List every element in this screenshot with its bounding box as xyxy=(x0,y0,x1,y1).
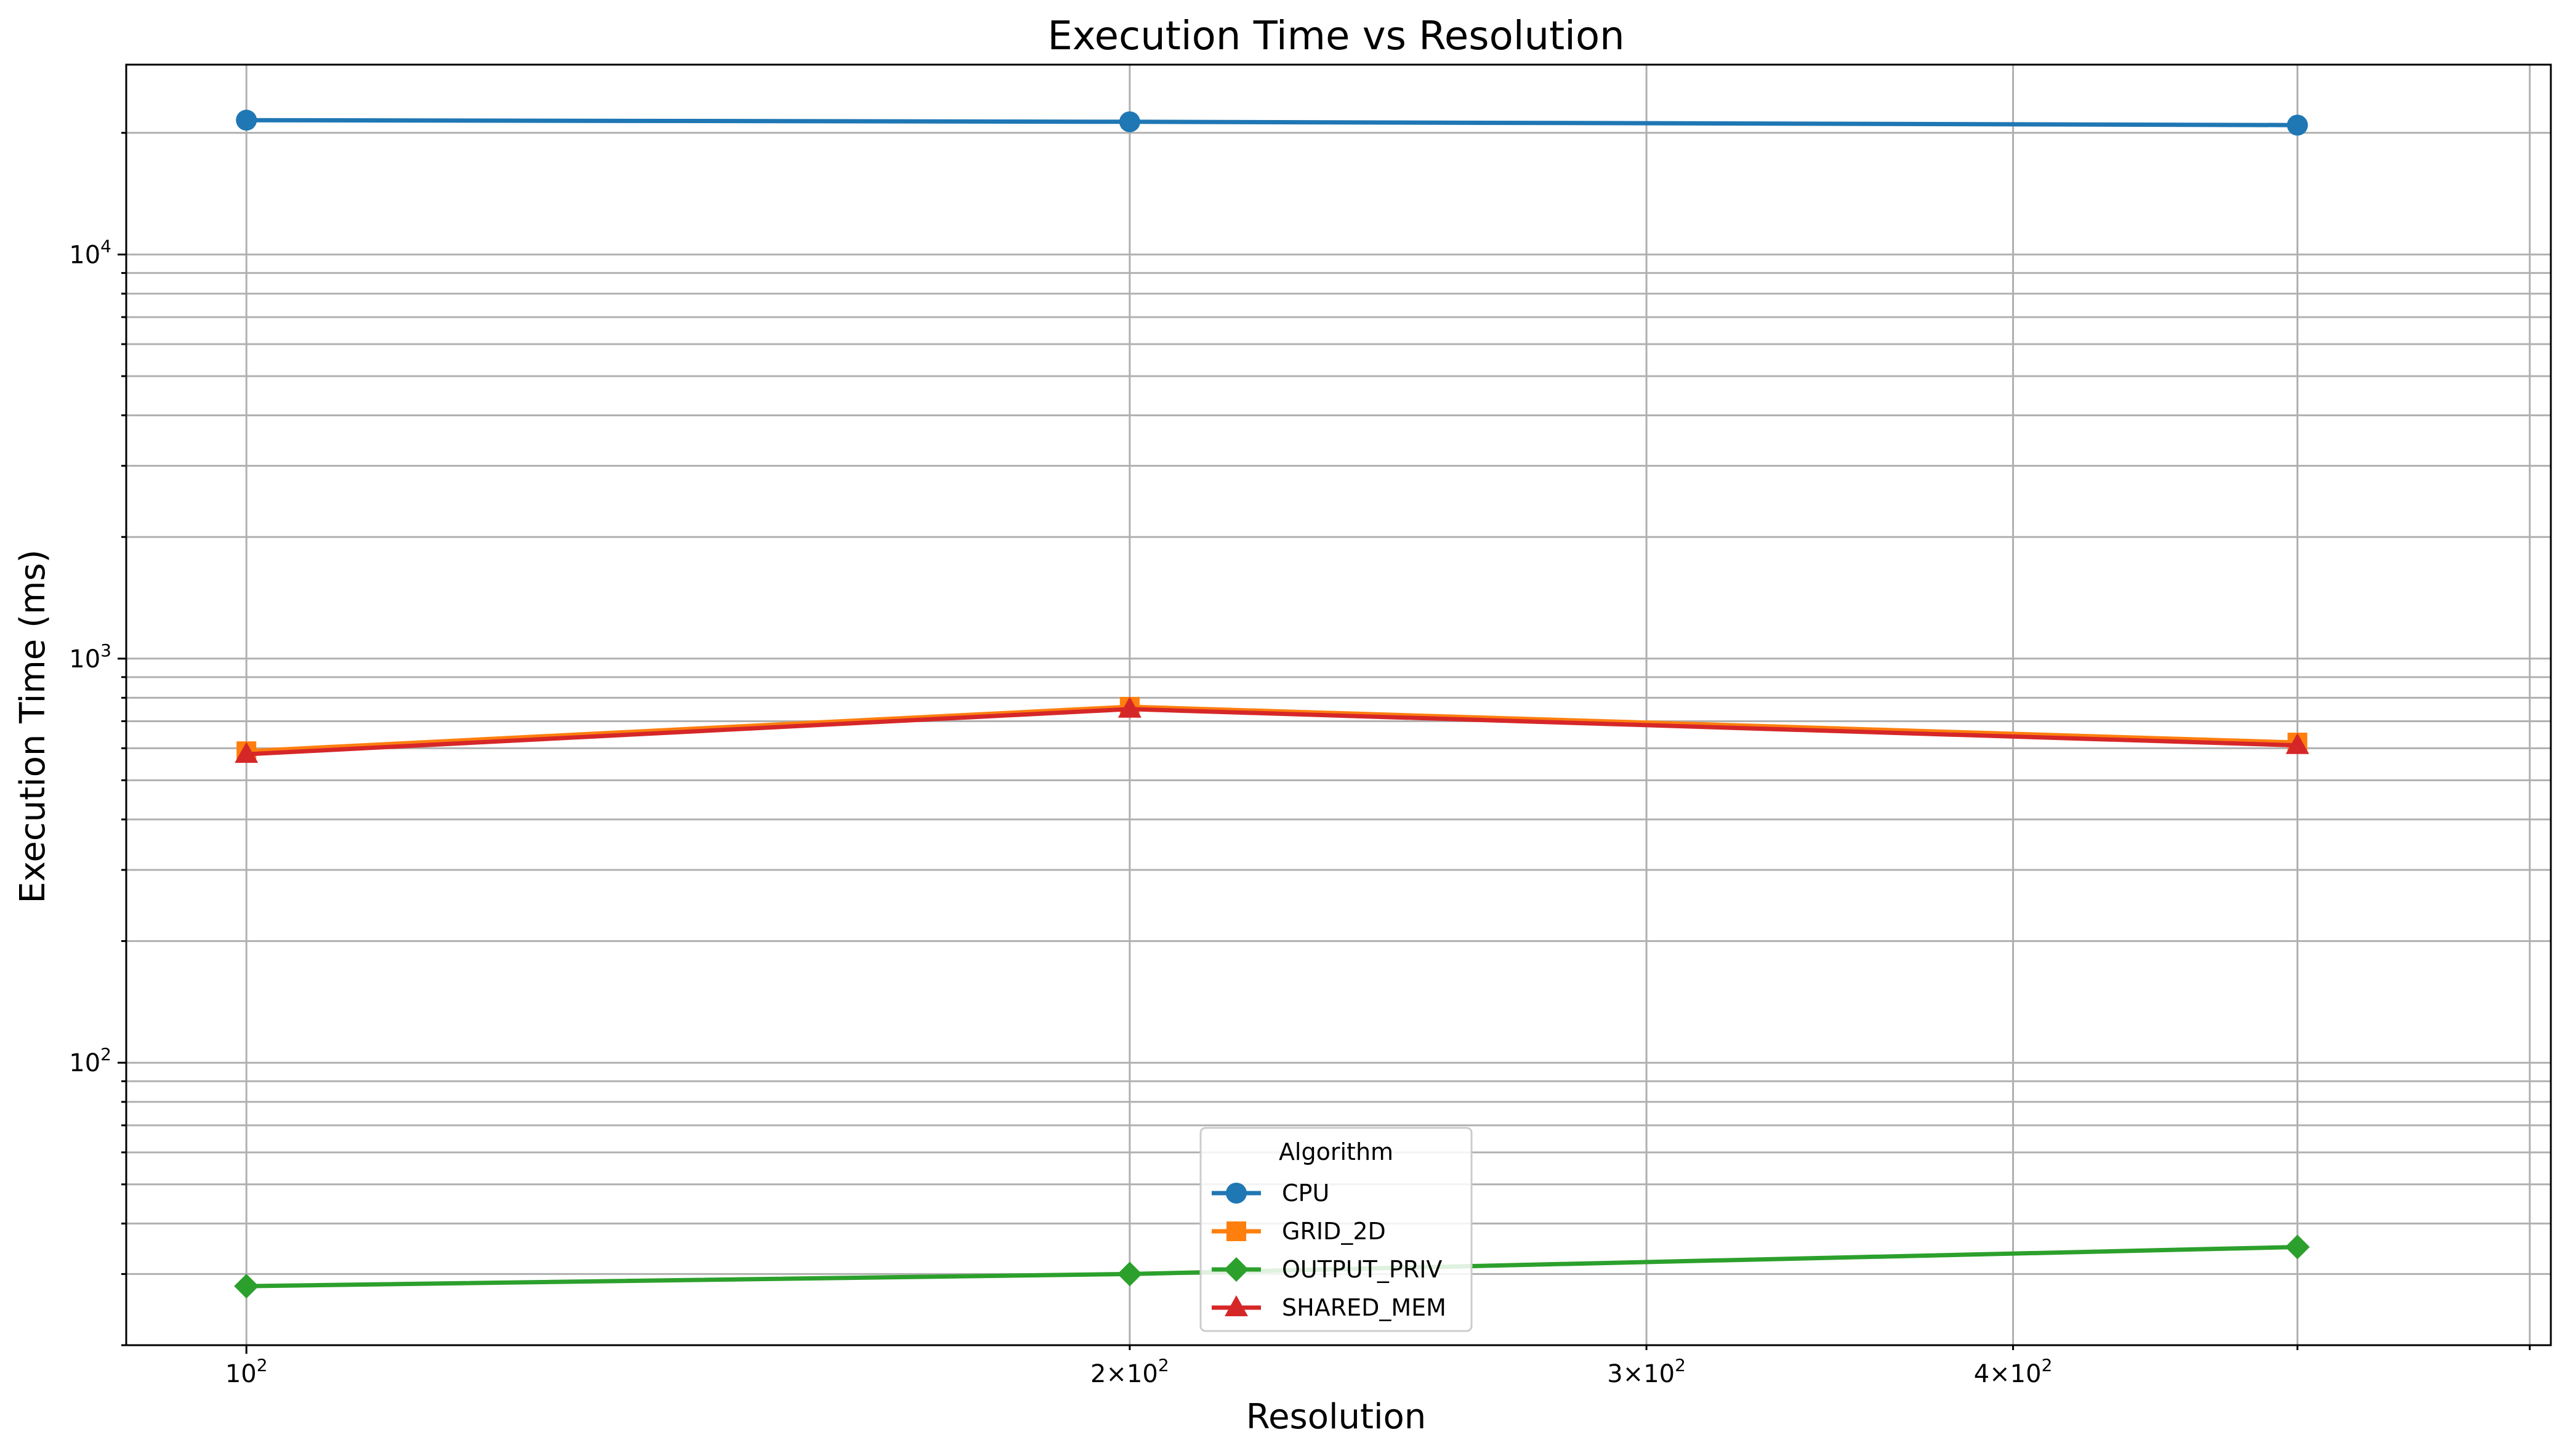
series-output-priv xyxy=(234,1234,2310,1299)
legend-label: OUTPUT_PRIV xyxy=(1282,1256,1442,1283)
y-axis-label: Execution Time (ms) xyxy=(13,550,53,904)
x-tick-label: 3×102 xyxy=(1607,1355,1686,1388)
y-tick-label: 102 xyxy=(69,1044,111,1077)
data-point xyxy=(234,1274,259,1299)
y-tick-label: 104 xyxy=(69,236,111,269)
data-point xyxy=(2285,733,2309,754)
legend-entry: CPU xyxy=(1212,1180,1329,1207)
legend: Algorithm CPU GRID_2D OUTPUT_PRIV SHARED_ME… xyxy=(1199,1127,1473,1332)
y-tick-label: 103 xyxy=(69,640,111,674)
data-point xyxy=(1225,1295,1248,1316)
chart-title: Execution Time vs Resolution xyxy=(1047,14,1624,59)
legend-entry: SHARED_MEM xyxy=(1212,1294,1446,1321)
legend-entry: GRID_2D xyxy=(1212,1218,1386,1245)
legend-label: CPU xyxy=(1282,1180,1329,1207)
series-shared-mem xyxy=(235,696,2309,763)
data-point xyxy=(235,742,259,763)
data-point xyxy=(236,110,257,131)
legend-box xyxy=(1199,1127,1473,1332)
grid xyxy=(126,65,2551,1346)
data-point xyxy=(1117,696,1142,718)
x-tick-label: 102 xyxy=(225,1355,268,1388)
data-point xyxy=(1117,1261,1142,1287)
legend-label: SHARED_MEM xyxy=(1282,1294,1446,1321)
data-point xyxy=(1224,1257,1249,1282)
axis-ticks: 102 2×102 3×102 4×102 102 103 104 xyxy=(69,132,2531,1388)
series-group xyxy=(234,110,2310,1299)
data-point xyxy=(2285,1234,2310,1260)
data-point xyxy=(1226,1183,1247,1204)
legend-label: GRID_2D xyxy=(1282,1218,1386,1245)
data-point xyxy=(1119,111,1140,132)
legend-entry: OUTPUT_PRIV xyxy=(1212,1256,1442,1283)
series-cpu xyxy=(236,110,2308,136)
legend-title: Algorithm xyxy=(1279,1138,1393,1165)
x-tick-label: 4×102 xyxy=(1974,1355,2053,1388)
x-axis-label: Resolution xyxy=(1246,1397,1427,1437)
data-point xyxy=(2287,115,2308,136)
legend-entries: CPU GRID_2D OUTPUT_PRIV SHARED_MEM xyxy=(1212,1180,1446,1321)
plot-frame xyxy=(125,63,2552,1346)
data-point xyxy=(1226,1221,1246,1241)
x-tick-label: 2×102 xyxy=(1090,1355,1169,1388)
